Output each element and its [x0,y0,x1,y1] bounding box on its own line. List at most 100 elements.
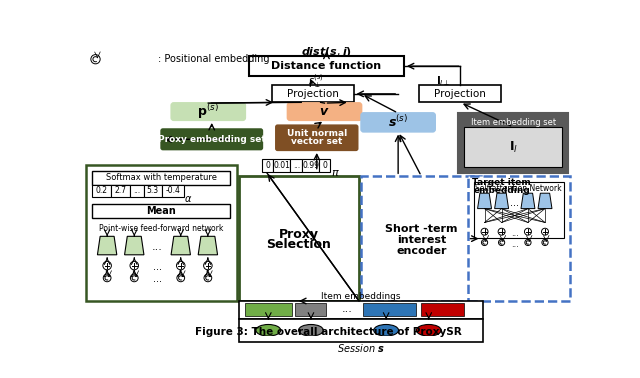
Text: encoder: encoder [396,246,447,256]
Circle shape [204,261,212,270]
Text: $\alpha$: $\alpha$ [184,194,192,204]
Bar [362,176,481,301]
Circle shape [481,239,488,246]
Bar [245,303,292,316]
Circle shape [481,228,488,235]
Bar [465,127,562,167]
Text: $\pi$: $\pi$ [330,168,339,178]
Bar [290,159,303,172]
Bar [467,176,570,301]
Ellipse shape [374,324,399,336]
Bar [421,303,463,316]
Text: interest: interest [397,235,446,245]
Text: Point-wise feed-forward network: Point-wise feed-forward network [99,224,223,233]
Bar [239,319,483,342]
Text: $\mathbf{I}_{l\perp}$: $\mathbf{I}_{l\perp}$ [436,74,450,88]
Text: Item embeddings: Item embeddings [321,292,401,301]
FancyBboxPatch shape [276,125,358,150]
Text: 0.99: 0.99 [303,161,319,170]
FancyBboxPatch shape [362,113,435,132]
Text: Proxy embedding set: Proxy embedding set [158,135,266,144]
Text: Selection: Selection [266,238,332,251]
Circle shape [498,228,505,235]
Polygon shape [538,193,552,209]
Circle shape [177,274,184,282]
Bar [262,159,273,172]
Circle shape [525,239,531,246]
Bar [111,185,129,197]
Text: Figure 3: The overall architecture of ProxySR: Figure 3: The overall architecture of Pr… [195,327,461,337]
Ellipse shape [417,324,441,336]
Text: $\boldsymbol{s}^{(s)}$: $\boldsymbol{s}^{(s)}$ [388,115,408,130]
Bar [474,183,564,238]
Circle shape [542,239,548,246]
Text: Unit normal: Unit normal [287,129,347,138]
Ellipse shape [256,324,281,336]
Text: embedding: embedding [473,186,530,195]
Text: $\boldsymbol{v}$: $\boldsymbol{v}$ [319,105,330,118]
Circle shape [177,261,185,270]
Polygon shape [97,236,117,255]
Text: 0.01: 0.01 [273,161,290,170]
Bar [272,85,353,102]
Text: 0: 0 [323,161,327,170]
Text: 0: 0 [265,161,270,170]
Text: Short -term: Short -term [385,225,458,234]
Text: ...: ... [344,325,355,335]
Bar [296,303,326,316]
Text: $\mathbf{p}^{(s)}$: $\mathbf{p}^{(s)}$ [197,102,219,121]
Polygon shape [171,236,191,255]
Text: $\boldsymbol{dist(s, i)}$: $\boldsymbol{dist(s, i)}$ [301,45,352,59]
Text: : Positional embedding: : Positional embedding [157,54,269,64]
FancyBboxPatch shape [161,129,262,149]
Polygon shape [521,193,535,209]
Bar [92,204,230,218]
Ellipse shape [298,324,323,336]
Bar [239,176,359,301]
Circle shape [91,54,100,64]
Text: Distance function: Distance function [271,61,381,71]
Bar [86,165,237,301]
Circle shape [130,261,138,270]
Polygon shape [198,236,218,255]
Circle shape [103,274,111,282]
Circle shape [499,239,505,246]
Text: ...: ... [342,304,353,314]
Bar [143,185,162,197]
Circle shape [524,228,531,235]
Text: Projection: Projection [434,89,486,99]
Text: 0.2: 0.2 [96,186,108,195]
Text: Item embedding set: Item embedding set [470,118,556,127]
Text: 2.7: 2.7 [115,186,126,195]
Text: ...: ... [133,186,140,195]
Text: vector set: vector set [291,137,342,146]
Circle shape [103,261,111,270]
Text: Proxy: Proxy [279,228,319,240]
Bar [129,185,143,197]
Text: Session $\boldsymbol{s}$: Session $\boldsymbol{s}$ [337,342,385,354]
Text: Softmax with temperature: Softmax with temperature [106,173,217,182]
Circle shape [541,228,548,235]
Polygon shape [495,193,509,209]
Bar [92,185,111,197]
Bar [273,159,290,172]
Bar [162,185,184,197]
Text: $\mathbf{I}_{l}$: $\mathbf{I}_{l}$ [509,139,518,155]
Bar [92,171,230,185]
Circle shape [131,274,138,282]
Circle shape [204,274,212,282]
Text: ...: ... [153,274,162,284]
Text: ...: ... [510,198,519,208]
Bar [319,159,330,172]
Polygon shape [125,236,144,255]
Text: Target item: Target item [472,178,531,187]
FancyBboxPatch shape [288,103,362,120]
Bar [249,56,404,76]
Bar [419,85,501,102]
Bar [458,113,568,173]
Text: 5.3: 5.3 [147,186,159,195]
Bar [303,159,319,172]
Bar [239,301,483,319]
Bar [363,303,415,316]
Text: -0.4: -0.4 [166,186,180,195]
